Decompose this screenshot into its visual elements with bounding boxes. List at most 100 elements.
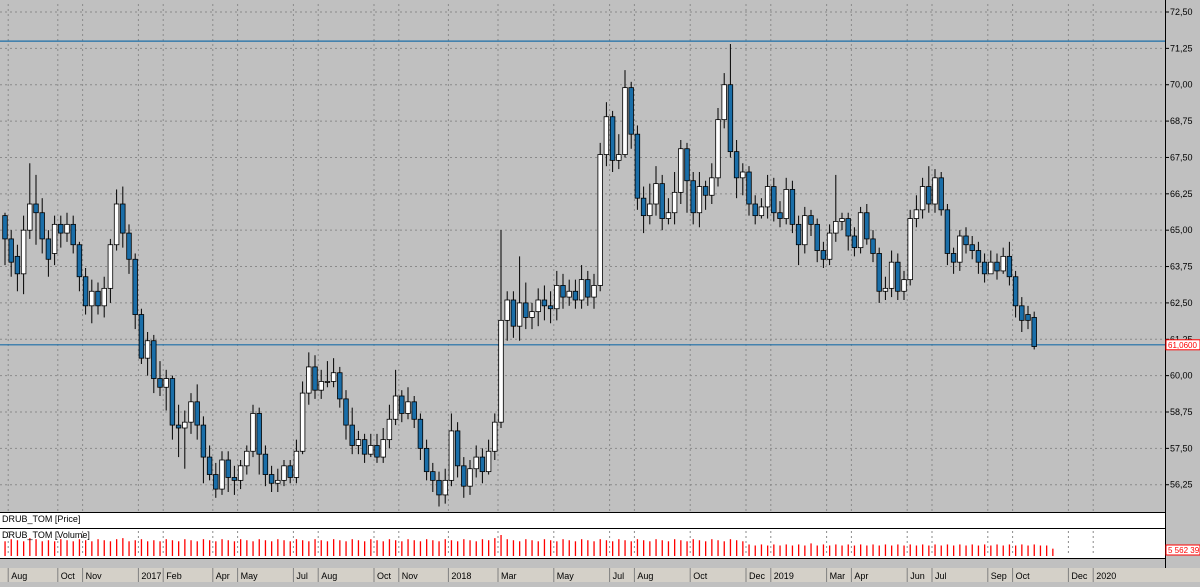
volume-bar bbox=[140, 539, 143, 556]
candle-body bbox=[132, 258, 138, 315]
volume-bar bbox=[128, 541, 130, 556]
candle-body bbox=[76, 244, 83, 278]
candle-body bbox=[913, 209, 920, 219]
candle-body bbox=[1025, 314, 1031, 321]
volume-bar bbox=[202, 539, 205, 556]
candle-body bbox=[126, 232, 132, 260]
volume-bar bbox=[1015, 545, 1017, 556]
candle-body bbox=[200, 424, 207, 458]
x-tick-label: Nov bbox=[402, 571, 419, 581]
volume-bar bbox=[866, 545, 868, 556]
volume-bar bbox=[884, 544, 887, 556]
candle-body bbox=[262, 453, 269, 475]
candle-body bbox=[566, 290, 572, 298]
candle-body bbox=[523, 302, 529, 318]
volume-bar bbox=[537, 541, 539, 556]
x-tick-label: Aug bbox=[637, 571, 653, 581]
candle-body bbox=[231, 477, 238, 481]
candle-body bbox=[857, 212, 864, 249]
volume-bar bbox=[717, 540, 719, 556]
candle-body bbox=[665, 212, 672, 219]
candle-body bbox=[101, 287, 107, 307]
x-tick-label: Oct bbox=[61, 571, 76, 581]
volume-bar bbox=[320, 540, 322, 556]
candle-body bbox=[851, 235, 858, 249]
volume-bar bbox=[891, 545, 893, 556]
volume-bar bbox=[736, 540, 738, 556]
volume-bar bbox=[767, 545, 769, 556]
candle-body bbox=[175, 424, 182, 429]
volume-bar bbox=[550, 540, 552, 556]
x-tick-label: 2017 bbox=[141, 571, 161, 581]
candle-body bbox=[442, 479, 448, 496]
x-tick-label: May bbox=[557, 571, 575, 581]
y-tick-label: 66,25 bbox=[1170, 189, 1193, 199]
volume-bar bbox=[605, 540, 608, 556]
candle-body bbox=[882, 287, 889, 292]
volume-bar bbox=[134, 540, 136, 556]
candle-body bbox=[8, 238, 14, 263]
candle-body bbox=[417, 418, 424, 449]
candle-body bbox=[826, 232, 833, 260]
candle-body bbox=[578, 279, 585, 301]
volume-bar bbox=[72, 541, 74, 556]
price-pane-title: DRUB_TOM [Price] bbox=[2, 514, 81, 524]
candle-body bbox=[671, 191, 678, 214]
candle-body bbox=[39, 212, 45, 240]
candle-body bbox=[361, 439, 368, 455]
volume-bar bbox=[413, 540, 415, 556]
x-tick-label: Sep bbox=[991, 571, 1007, 581]
volume-bar bbox=[233, 541, 236, 556]
volume-bar bbox=[178, 541, 180, 556]
candle-body bbox=[907, 218, 913, 281]
volume-bar bbox=[450, 540, 453, 556]
volume-bar bbox=[16, 540, 19, 556]
x-tick-label: Nov bbox=[86, 571, 103, 581]
x-tick-label: Jun bbox=[910, 571, 925, 581]
candle-body bbox=[888, 261, 895, 289]
candle-body bbox=[690, 180, 696, 214]
volume-bar bbox=[599, 539, 601, 556]
candle-body bbox=[733, 151, 740, 179]
candle-body bbox=[188, 401, 194, 423]
x-tick-label: Apr bbox=[854, 571, 868, 581]
volume-bar bbox=[928, 545, 930, 556]
volume-bar bbox=[562, 539, 564, 556]
volume-bar bbox=[4, 541, 6, 556]
y-tick-label: 70,00 bbox=[1170, 80, 1193, 90]
volume-bar bbox=[593, 541, 595, 556]
volume-bar bbox=[674, 539, 676, 556]
volume-bar bbox=[829, 545, 831, 556]
candle-body bbox=[355, 439, 362, 446]
volume-bar bbox=[221, 539, 223, 556]
volume-bar bbox=[339, 540, 341, 556]
x-tick-label: Feb bbox=[166, 571, 182, 581]
volume-bar bbox=[574, 541, 577, 556]
volume-bar bbox=[804, 545, 806, 556]
volume-bar bbox=[419, 541, 422, 556]
volume-bar bbox=[977, 545, 980, 556]
volume-bar bbox=[519, 541, 521, 556]
volume-bar bbox=[475, 541, 477, 556]
volume-bar bbox=[853, 545, 856, 556]
candle-body bbox=[535, 299, 541, 313]
candle-body bbox=[963, 235, 969, 246]
candle-body bbox=[151, 340, 157, 379]
volume-bar bbox=[618, 539, 620, 556]
candle-body bbox=[144, 340, 151, 359]
y-tick-label: 65,00 bbox=[1170, 225, 1193, 235]
volume-bar bbox=[649, 541, 651, 556]
volume-bar bbox=[729, 539, 732, 556]
volume-bar bbox=[171, 540, 174, 556]
candle-body bbox=[467, 468, 473, 487]
candle-body bbox=[318, 381, 324, 391]
volume-bar bbox=[407, 539, 409, 556]
volume-bar bbox=[488, 540, 490, 556]
volume-bar bbox=[190, 540, 192, 556]
candle-body bbox=[808, 215, 814, 225]
candle-body bbox=[268, 474, 275, 484]
candle-body bbox=[585, 279, 591, 298]
candle-body bbox=[70, 223, 76, 246]
